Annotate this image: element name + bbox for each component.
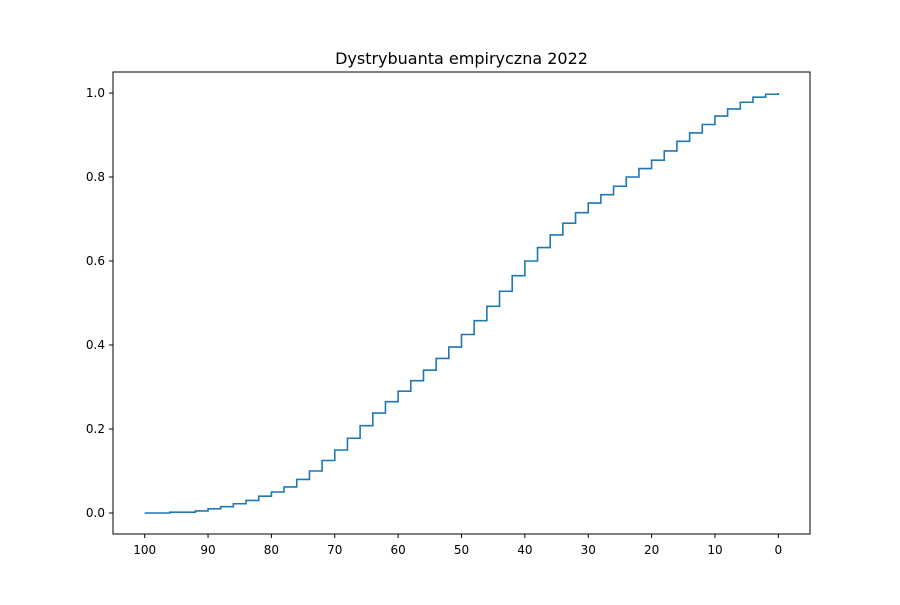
y-axis: 0.0 0.2 0.4 0.6 0.8 1.0 xyxy=(86,86,113,520)
y-tick-label: 1.0 xyxy=(86,86,105,100)
x-tick-label: 100 xyxy=(133,543,156,557)
x-tick-label: 20 xyxy=(644,543,659,557)
x-tick-label: 40 xyxy=(517,543,532,557)
x-tick-label: 10 xyxy=(707,543,722,557)
y-tick-label: 0.4 xyxy=(86,338,105,352)
x-tick-label: 70 xyxy=(327,543,342,557)
y-tick-label: 0.0 xyxy=(86,506,105,520)
y-tick-label: 0.8 xyxy=(86,170,105,184)
y-tick-label: 0.6 xyxy=(86,254,105,268)
chart-title: Dystrybuanta empiryczna 2022 xyxy=(335,49,588,68)
x-tick-label: 80 xyxy=(264,543,279,557)
x-tick-label: 0 xyxy=(774,543,782,557)
ecdf-step-line-0 xyxy=(144,93,780,514)
x-tick-label: 90 xyxy=(200,543,215,557)
x-tick-label: 50 xyxy=(454,543,469,557)
plot-area xyxy=(144,93,780,514)
x-tick-label: 60 xyxy=(390,543,405,557)
x-tick-label: 30 xyxy=(581,543,596,557)
x-axis: 100 90 80 70 60 50 40 30 20 10 0 xyxy=(133,534,782,557)
y-tick-label: 0.2 xyxy=(86,422,105,436)
